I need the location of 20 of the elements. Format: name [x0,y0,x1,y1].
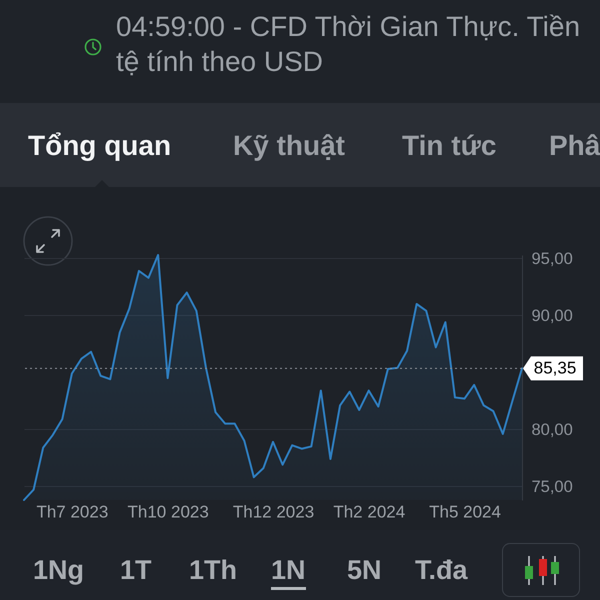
y-tick-label: 75,00 [532,478,573,496]
text: T.đa [415,554,468,587]
text: 1N [271,554,306,587]
x-tick-label: Th10 2023 [128,502,209,522]
y-tick-label: 80,00 [532,420,573,439]
ref-line-label: 85,35 [534,358,576,378]
y-tick-label: 95,00 [532,250,573,268]
text: Tổng quan [28,129,172,163]
x-tick-label: Th5 2024 [429,502,501,522]
x-tick-label: Th2 2024 [333,502,406,522]
text: Kỹ thuật [233,129,345,163]
text: 5N [347,554,382,587]
text: Tin tức [402,129,496,163]
text: 1T [120,554,152,587]
text: 04:59:00 - CFD Thời Gian Thực. Tiền tệ tính theo USD [116,10,582,79]
text: 1Ng [33,554,84,587]
x-tick-label: Th7 2023 [36,502,108,522]
y-tick-label: 90,00 [532,306,573,325]
x-tick-label: Th12 2023 [232,502,314,522]
text: 1Th [189,554,238,587]
